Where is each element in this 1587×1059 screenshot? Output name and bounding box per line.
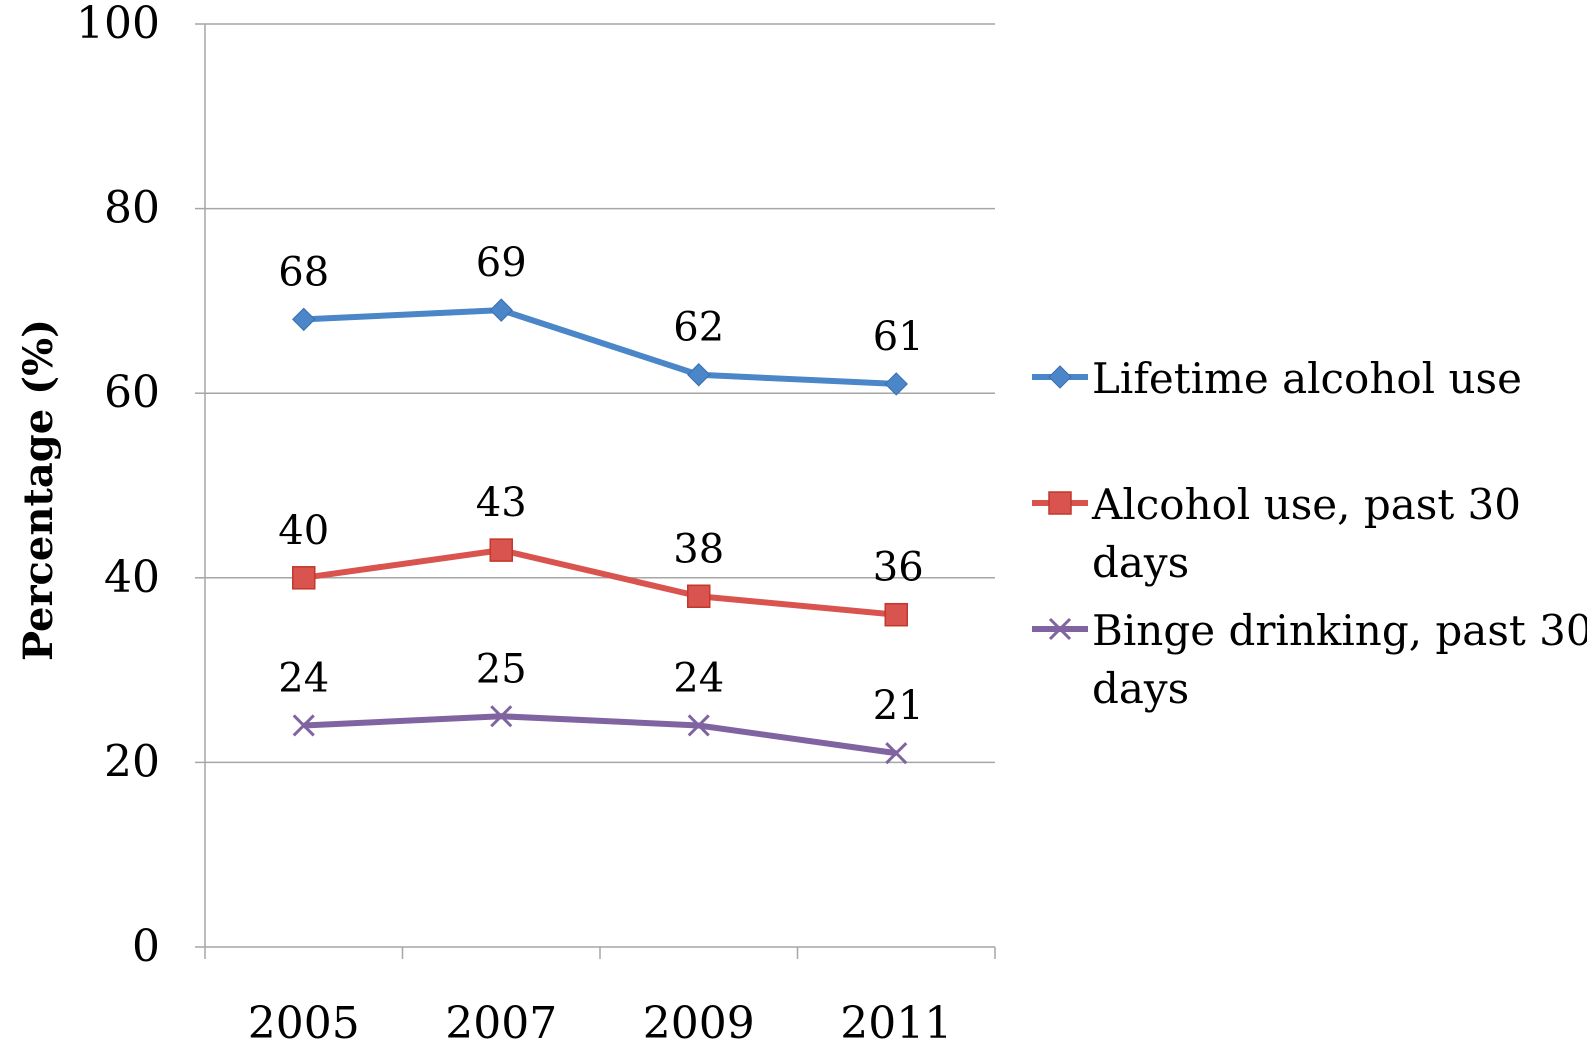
data-label: 38 (673, 526, 724, 572)
data-point (687, 714, 710, 737)
y-axis-label: Percentage (%) (15, 319, 62, 661)
data-point (687, 584, 711, 609)
y-axis-ticks: 0 20 40 60 80 100 (76, 0, 160, 972)
series-group (292, 298, 908, 765)
data-label: 36 (873, 545, 924, 591)
data-label: 43 (476, 480, 527, 526)
data-label: 62 (673, 305, 724, 351)
legend-label: days (1092, 538, 1189, 587)
y-tick-label: 40 (104, 552, 160, 603)
x-tick-label: 2011 (840, 998, 952, 1049)
marker-stroke (687, 714, 710, 737)
data-label: 68 (278, 249, 329, 295)
gridlines (205, 23, 995, 764)
data-point (687, 363, 711, 387)
legend-item-2: Alcohol use, past 30 days (1032, 480, 1521, 587)
data-point (489, 538, 513, 562)
legend-swatch-marker (1048, 617, 1072, 641)
legend-swatch-marker (1048, 365, 1072, 389)
data-point (885, 742, 908, 765)
x-tick-label: 2009 (643, 998, 755, 1049)
series-line-3 (303, 713, 897, 757)
legend: Lifetime alcohol use Alcohol use, past 30… (1032, 354, 1587, 713)
y-tick-label: 80 (104, 183, 160, 234)
marker-stroke (1048, 617, 1072, 641)
y-tick-label: 20 (104, 736, 160, 787)
data-label: 69 (476, 240, 527, 286)
x-tick-label: 2005 (248, 998, 360, 1049)
y-tick-label: 60 (104, 367, 160, 418)
data-label: 24 (278, 655, 329, 701)
data-label: 21 (873, 683, 924, 729)
data-label: 24 (673, 655, 724, 701)
legend-label: days (1092, 664, 1189, 713)
data-point (292, 714, 315, 737)
axes (195, 23, 996, 959)
legend-item-1: Lifetime alcohol use (1032, 354, 1522, 403)
legend-label: Lifetime alcohol use (1092, 354, 1522, 403)
data-point (292, 307, 316, 332)
legend-swatch-marker (1048, 491, 1072, 515)
series-line-1 (303, 307, 897, 387)
data-label: 40 (278, 508, 329, 554)
data-label: 61 (873, 314, 924, 360)
legend-label: Alcohol use, past 30 (1091, 480, 1521, 529)
legend-label: Binge drinking, past 30 (1092, 606, 1587, 655)
data-labels: 68 69 62 61 40 43 38 36 24 25 24 21 (278, 240, 923, 729)
data-point (489, 298, 513, 322)
y-tick-label: 100 (76, 0, 160, 49)
x-axis-ticks: 2005 2007 2009 2011 (248, 998, 952, 1049)
data-point (490, 705, 513, 728)
x-tick-label: 2007 (445, 998, 557, 1049)
data-label: 25 (476, 646, 527, 692)
data-point (884, 602, 908, 627)
data-point (292, 566, 316, 590)
y-tick-label: 0 (132, 921, 160, 972)
legend-item-3: Binge drinking, past 30 days (1032, 606, 1587, 713)
marker-stroke (885, 742, 908, 765)
data-point (884, 372, 908, 396)
series-line-2 (303, 547, 897, 618)
marker-stroke (292, 714, 315, 737)
marker-stroke (490, 705, 513, 728)
